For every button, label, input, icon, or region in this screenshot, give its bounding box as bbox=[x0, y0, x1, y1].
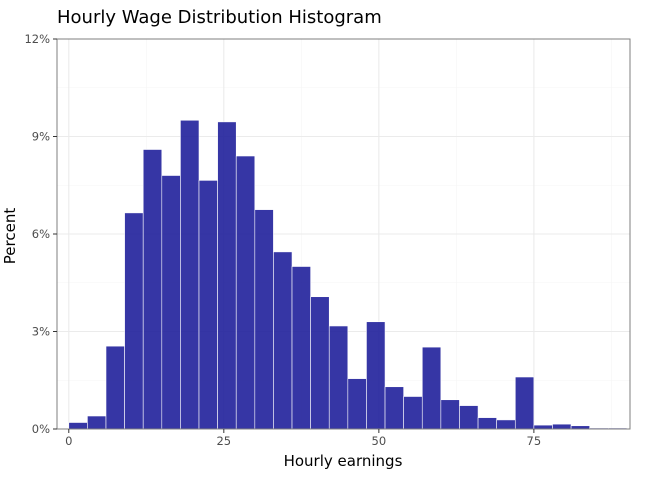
y-axis-ticks: 0% 3% 6% 9% 12% bbox=[24, 32, 57, 436]
histogram-bar bbox=[235, 155, 256, 430]
x-tick-label: 25 bbox=[216, 434, 231, 448]
y-tick-label: 12% bbox=[24, 32, 50, 46]
bars bbox=[68, 119, 628, 430]
histogram-bar bbox=[198, 180, 218, 430]
y-tick-label: 9% bbox=[32, 130, 50, 144]
histogram-bar bbox=[310, 296, 330, 430]
x-tick-label: 0 bbox=[65, 434, 72, 448]
histogram-bar bbox=[180, 119, 200, 430]
histogram-bar bbox=[533, 424, 553, 430]
histogram-bar bbox=[161, 175, 181, 430]
histogram-bar bbox=[477, 417, 497, 430]
histogram-bar bbox=[217, 121, 237, 430]
chart-title: Hourly Wage Distribution Histogram bbox=[57, 7, 382, 28]
x-axis-label: Hourly earnings bbox=[284, 452, 403, 470]
histogram-bar bbox=[87, 415, 107, 430]
y-axis-label: Percent bbox=[1, 208, 19, 265]
histogram-bar bbox=[459, 405, 479, 430]
histogram-bar bbox=[384, 386, 404, 430]
x-tick-label: 50 bbox=[372, 434, 387, 448]
histogram-bar bbox=[124, 212, 144, 430]
histogram-bar bbox=[273, 251, 293, 430]
histogram-bar bbox=[254, 209, 274, 430]
x-axis-ticks: 0 25 50 75 bbox=[65, 429, 541, 448]
histogram-bar bbox=[105, 345, 125, 430]
histogram-bar bbox=[421, 346, 442, 430]
x-tick-label: 75 bbox=[527, 434, 542, 448]
histogram-bar bbox=[552, 423, 572, 430]
y-tick-label: 3% bbox=[32, 325, 50, 339]
histogram-bar bbox=[514, 376, 535, 430]
histogram-bar bbox=[328, 325, 349, 430]
histogram-bar bbox=[403, 396, 423, 430]
histogram-bar bbox=[366, 321, 386, 430]
y-tick-label: 0% bbox=[32, 422, 50, 436]
histogram-bar bbox=[142, 149, 163, 430]
histogram-bar bbox=[291, 266, 311, 430]
histogram-bar bbox=[496, 419, 516, 430]
histogram-bar bbox=[68, 422, 88, 430]
histogram-bar bbox=[440, 399, 460, 430]
y-tick-label: 6% bbox=[32, 227, 50, 241]
histogram-bar bbox=[347, 378, 367, 430]
